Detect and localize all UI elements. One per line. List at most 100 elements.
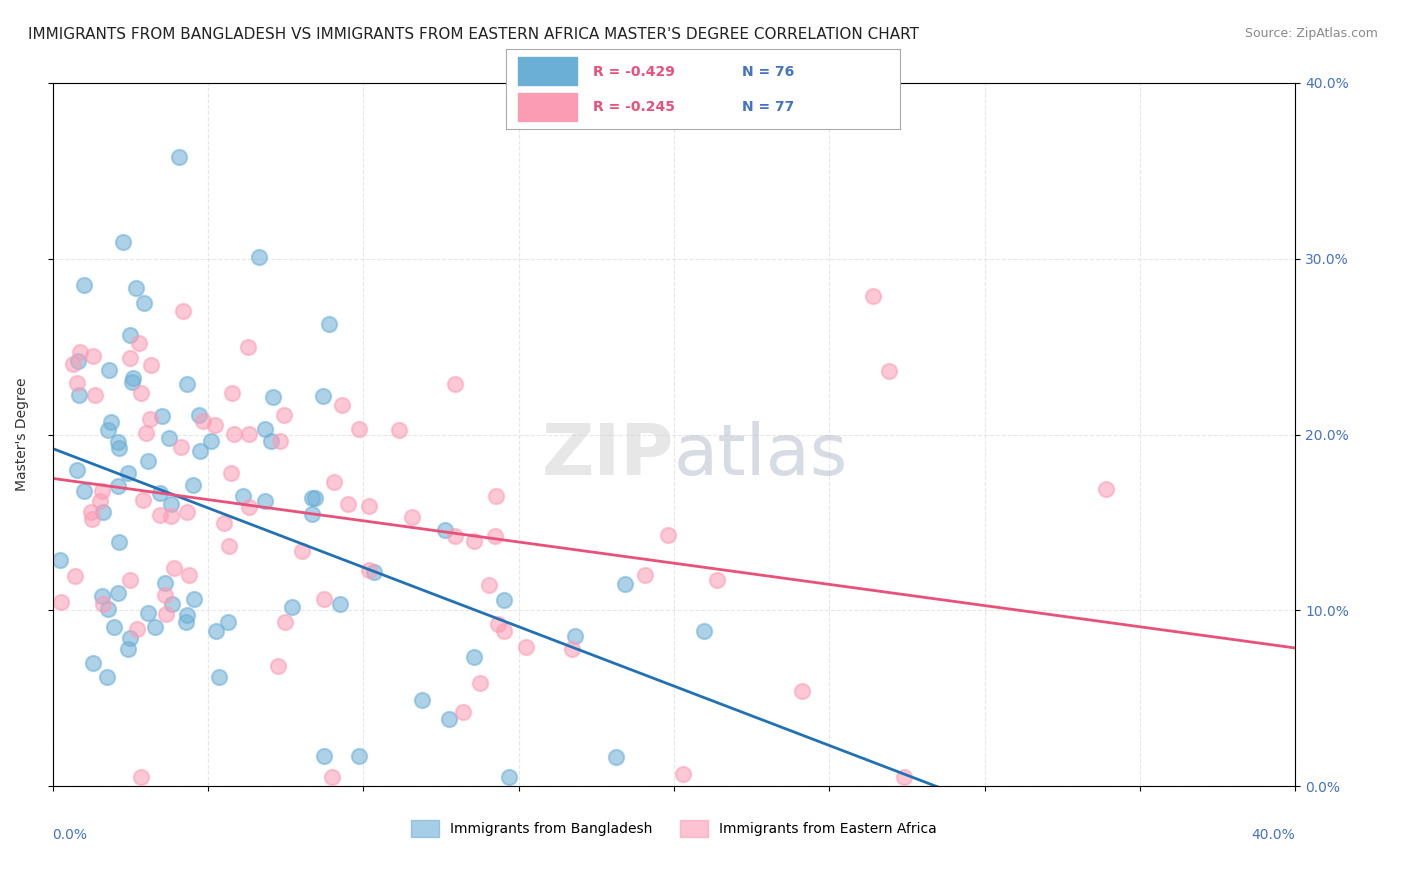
Point — [67, 387, 90, 401]
Text: ZIP: ZIP — [541, 421, 673, 490]
Point — [176, 607, 198, 622]
Point — [73, 277, 96, 292]
Point — [117, 642, 139, 657]
Point — [103, 619, 125, 633]
Point — [167, 150, 190, 164]
Point — [90, 484, 112, 499]
Point — [160, 508, 183, 523]
Point — [188, 444, 211, 458]
Point — [634, 568, 657, 582]
Point — [706, 574, 728, 588]
Point — [269, 434, 291, 449]
Point — [444, 377, 467, 392]
Point — [221, 386, 243, 401]
Point — [121, 376, 143, 390]
Text: N = 76: N = 76 — [742, 64, 794, 78]
Point — [155, 607, 177, 621]
Point — [204, 417, 226, 432]
Point — [238, 340, 260, 354]
Point — [118, 573, 141, 587]
Point — [122, 371, 145, 385]
Point — [149, 508, 172, 523]
Point — [183, 592, 205, 607]
Point — [91, 597, 114, 611]
Point — [253, 422, 276, 436]
Text: Source: ZipAtlas.com: Source: ZipAtlas.com — [1244, 27, 1378, 40]
Point — [153, 576, 176, 591]
Point — [65, 462, 87, 476]
Point — [281, 599, 304, 614]
Point — [160, 597, 183, 611]
Point — [267, 658, 290, 673]
Point — [657, 528, 679, 542]
Point — [337, 497, 360, 511]
Point — [262, 390, 284, 404]
Point — [120, 632, 142, 646]
Text: R = -0.245: R = -0.245 — [593, 100, 675, 114]
Point — [401, 510, 423, 524]
Point — [138, 454, 160, 468]
Text: 40.0%: 40.0% — [1251, 829, 1295, 842]
Point — [222, 426, 245, 441]
Point — [217, 615, 239, 630]
Point — [128, 335, 150, 350]
Text: 0.0%: 0.0% — [52, 829, 87, 842]
Point — [111, 235, 134, 249]
Point — [183, 478, 205, 492]
Point — [48, 553, 70, 567]
Bar — [517, 94, 576, 121]
Point — [107, 441, 129, 455]
Point — [485, 490, 508, 504]
Point — [437, 712, 460, 726]
Point — [212, 516, 235, 530]
Point — [187, 409, 209, 423]
Point — [291, 543, 314, 558]
Point — [117, 466, 139, 480]
Point — [172, 304, 194, 318]
Point — [132, 493, 155, 508]
Point — [90, 589, 112, 603]
Point — [163, 561, 186, 575]
Point — [97, 602, 120, 616]
Point — [862, 289, 884, 303]
Point — [69, 345, 91, 359]
Point — [330, 398, 353, 412]
Point — [129, 386, 152, 401]
Point — [136, 607, 159, 621]
Point — [93, 505, 115, 519]
Point — [318, 318, 340, 332]
Point — [149, 486, 172, 500]
Point — [468, 676, 491, 690]
Point — [218, 539, 240, 553]
Point — [153, 588, 176, 602]
Point — [363, 565, 385, 579]
Point — [107, 479, 129, 493]
Point — [484, 528, 506, 542]
Point — [613, 577, 636, 591]
Point — [790, 684, 813, 698]
Point — [125, 281, 148, 295]
Point — [693, 624, 716, 639]
Point — [273, 408, 295, 422]
Point — [176, 505, 198, 519]
Point — [100, 415, 122, 429]
Point — [893, 770, 915, 784]
Point — [80, 511, 103, 525]
Point — [434, 524, 457, 538]
Point — [498, 770, 520, 784]
Point — [143, 620, 166, 634]
Point — [97, 423, 120, 437]
Point — [314, 748, 336, 763]
Point — [359, 563, 381, 577]
Point — [304, 491, 326, 505]
Point — [232, 489, 254, 503]
Point — [444, 529, 467, 543]
Point — [205, 624, 228, 638]
Point — [312, 591, 335, 606]
Point — [605, 750, 627, 764]
Point — [80, 505, 103, 519]
Point — [253, 494, 276, 508]
Point — [150, 409, 173, 423]
Point — [96, 670, 118, 684]
Point — [160, 497, 183, 511]
